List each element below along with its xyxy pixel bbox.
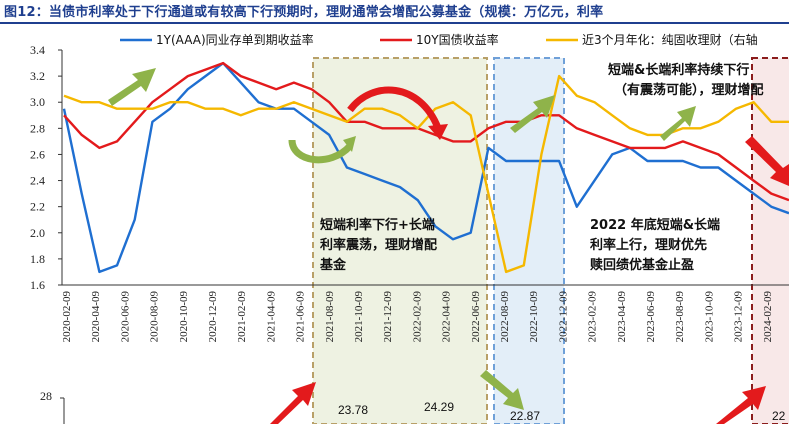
decorative-arrows — [108, 68, 789, 424]
y-tick-label: 1.8 — [30, 252, 45, 266]
green-curve-arrow-icon — [288, 139, 353, 164]
y-tick-label: 2.4 — [30, 174, 45, 188]
green-arrow-icon-3 — [660, 106, 696, 141]
red-curve-arrow-icon — [347, 86, 442, 130]
x-tick-label: 2021-02-09 — [236, 291, 248, 343]
y-tick-label: 3.0 — [30, 95, 45, 109]
y-tick-label: 2.6 — [30, 147, 45, 161]
x-tick-label: 2020-04-09 — [90, 291, 102, 343]
legend-label-2: 10Y国债收益率 — [416, 32, 499, 47]
y-tick-label: 2.2 — [30, 200, 45, 214]
annotation-3-line-2: （有震荡可能），理财增配 — [614, 82, 764, 98]
x-tick-label: 2023-12-09 — [733, 291, 745, 343]
annotations: 短端利率下行+长端 利率震荡，理财增配 基金 2022 年底短端&长端 利率上行… — [319, 62, 764, 273]
figure-title: 图12：当债市利率处于下行通道或有较高下行预期时，理财通常会增配公募基金（规模：… — [4, 5, 604, 20]
x-tick-label: 2021-08-09 — [324, 291, 336, 343]
y-tick-label: 2.0 — [30, 226, 45, 240]
annotation-1-line-3: 基金 — [319, 257, 347, 273]
x-tick-label: 2022-10-09 — [528, 291, 540, 343]
x-tick-label: 2021-10-09 — [353, 291, 365, 343]
x-tick-label: 2023-06-09 — [645, 291, 657, 343]
x-tick-label: 2020-08-09 — [149, 291, 161, 343]
y-tick-label: 1.6 — [30, 278, 45, 292]
x-tick-label: 2021-04-09 — [265, 291, 277, 343]
bottom-data-label-3: 22.87 — [510, 409, 540, 423]
red-arrow-icon-3 — [716, 386, 766, 424]
legend-label-3: 近3个月年化：纯固收理财（右轴 — [582, 32, 758, 47]
x-tick-label: 2022-12-09 — [557, 291, 569, 343]
x-tick-label: 2024-02-09 — [762, 291, 774, 343]
bottom-ytick: 28 — [40, 389, 52, 403]
red-arrow-icon-2 — [270, 382, 316, 424]
series-line-2 — [63, 61, 789, 202]
red-curve-arrowhead-icon — [428, 124, 448, 140]
band-2024 — [751, 57, 789, 424]
legend: 1Y(AAA)同业存单到期收益率 10Y国债收益率 近3个月年化：纯固收理财（右… — [120, 32, 758, 47]
series-line-1 — [62, 61, 789, 274]
green-curve-arrowhead-icon — [343, 136, 356, 152]
x-tick-label: 2020-02-09 — [61, 291, 73, 343]
x-tick-label: 2023-08-09 — [674, 291, 686, 343]
x-tick-label: 2021-12-09 — [382, 291, 394, 343]
bottom-data-label-2: 24.29 — [424, 400, 454, 414]
x-tick-label: 2023-10-09 — [703, 291, 715, 343]
x-tick-label: 2022-02-09 — [411, 291, 423, 343]
y-tick-label: 3.2 — [30, 69, 45, 83]
y-tick-label: 3.4 — [30, 43, 45, 57]
green-arrow-icon-4 — [480, 370, 524, 410]
bottom-data-label-4: 22 — [772, 409, 786, 423]
x-tick-label: 2020-12-09 — [207, 291, 219, 343]
band-2022-08-to-2023-01 — [493, 57, 565, 424]
x-tick-label: 2022-08-09 — [499, 291, 511, 343]
x-tick-label: 2022-04-09 — [441, 291, 453, 343]
bottom-panel: 28 23.78 24.29 22.87 22 — [40, 389, 786, 424]
annotation-1-line-2: 利率震荡，理财增配 — [320, 237, 437, 253]
x-tick-label: 2023-04-09 — [616, 291, 628, 343]
x-axis: 2020-02-09 2020-04-09 2020-06-09 2020-08-09… — [61, 284, 789, 343]
annotation-3-line-1: 短端&长端利率持续下行 — [608, 62, 749, 78]
red-arrow-icon — [745, 136, 789, 186]
y-axis: 1.6 1.8 2.0 2.2 2.4 2.6 2.8 3.0 3.2 3.4 — [30, 43, 63, 292]
annotation-2-line-3: 赎回绩优基金止盈 — [590, 257, 694, 273]
x-tick-label: 2020-10-09 — [178, 291, 190, 343]
green-arrow-icon — [108, 68, 156, 106]
annotation-2-line-2: 利率上行，理财优先 — [590, 237, 707, 253]
title-rule — [0, 22, 789, 24]
legend-label-1: 1Y(AAA)同业存单到期收益率 — [156, 32, 314, 47]
bottom-data-label-1: 23.78 — [338, 403, 368, 417]
x-tick-label: 2020-06-09 — [119, 291, 131, 343]
x-tick-label: 2022-06-09 — [470, 291, 482, 343]
annotation-1-line-1: 短端利率下行+长端 — [320, 217, 435, 233]
green-arrow-icon-2 — [510, 95, 555, 133]
annotation-2-line-1: 2022 年底短端&长端 — [590, 217, 720, 233]
x-tick-label: 2021-06-09 — [295, 291, 307, 343]
y-tick-label: 2.8 — [30, 121, 45, 135]
x-tick-label: 2023-02-09 — [587, 291, 599, 343]
